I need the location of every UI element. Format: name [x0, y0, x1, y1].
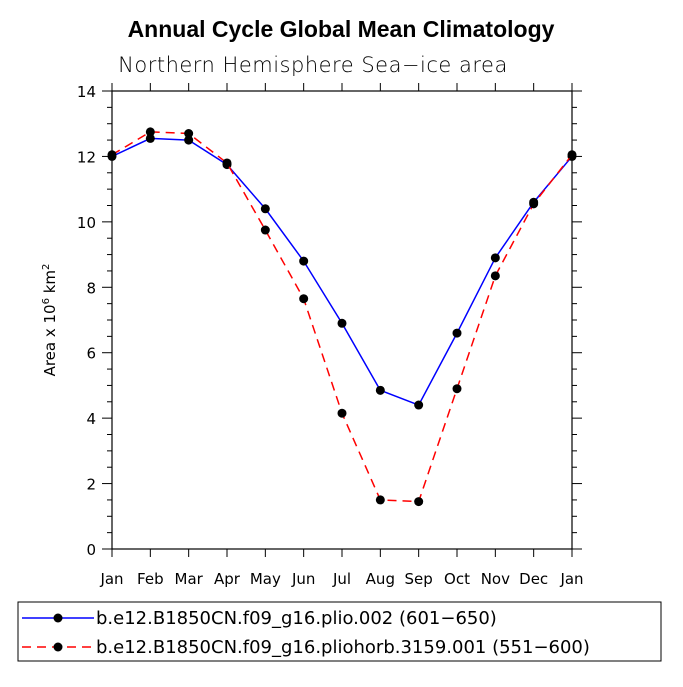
series-2-point	[452, 384, 462, 394]
series-2-point	[107, 150, 117, 160]
series-1-point	[145, 133, 155, 143]
y-axis-label: Area x 106 km2	[41, 264, 59, 377]
x-tick-label: Jul	[332, 570, 351, 588]
x-tick-label: Sep	[405, 570, 433, 588]
series-2-point	[414, 497, 424, 507]
x-tick-label: Mar	[175, 570, 204, 588]
series-2-point	[529, 199, 539, 209]
series-1-point	[414, 400, 424, 410]
series-2-point	[260, 225, 270, 235]
series-2-point	[145, 127, 155, 137]
legend-marker-1	[53, 613, 63, 623]
legend-marker-2	[53, 642, 63, 652]
series-layer	[107, 127, 577, 507]
series-2-point	[222, 158, 232, 168]
series-2-point	[490, 271, 500, 281]
legend-label-1: b.e12.B1850CN.f09_g16.plio.002 (601−650)	[96, 608, 497, 629]
series-2-point	[567, 150, 577, 160]
series-1-point	[490, 253, 500, 263]
y-axis-label-unit: km	[41, 270, 59, 298]
y-tick-label: 0	[86, 541, 96, 559]
legend-box	[17, 601, 662, 662]
x-tick-label: Oct	[444, 570, 470, 588]
series-2-point	[337, 408, 347, 418]
x-tick-label: Jan	[99, 570, 123, 588]
y-tick-label: 10	[77, 214, 96, 232]
y-axis-label-unit-exponent: 2	[41, 264, 52, 270]
legend-label-2: b.e12.B1850CN.f09_g16.pliohorb.3159.001 …	[96, 637, 590, 658]
y-tick-label: 4	[86, 410, 96, 428]
chart-subtitle: Northern Hemisphere Sea−ice area	[118, 53, 508, 77]
x-tick-label: Feb	[137, 570, 164, 588]
x-tick-label: Nov	[481, 570, 510, 588]
y-tick-label: 6	[86, 345, 96, 363]
svg-text:Area x 106 km2: Area x 106 km2	[41, 264, 59, 377]
series-1-point	[299, 256, 309, 266]
series-line-2	[111, 131, 573, 503]
series-1-point	[260, 204, 270, 214]
y-axis-label-prefix: Area x 10	[41, 304, 59, 376]
series-2-point	[375, 495, 385, 505]
y-tick-label: 8	[86, 279, 96, 297]
x-tick-label: May	[250, 570, 281, 588]
series-line-1	[111, 137, 573, 406]
x-tick-label: Apr	[214, 570, 241, 588]
x-tick-label: Jun	[291, 570, 315, 588]
y-tick-label: 12	[77, 148, 96, 166]
series-2-point	[299, 294, 309, 304]
x-tick-label: Aug	[366, 570, 395, 588]
legend: b.e12.B1850CN.f09_g16.plio.002 (601−650)…	[22, 608, 590, 658]
y-tick-label: 2	[86, 476, 96, 494]
chart-title: Annual Cycle Global Mean Climatology	[128, 16, 555, 42]
y-axis-label-exponent: 6	[41, 298, 52, 304]
series-1-point	[375, 385, 385, 395]
axis-ticks: Jan Feb Mar Apr May Jun Jul Aug Sep Oct Nov Dec Jan0…	[77, 83, 584, 588]
y-tick-label: 14	[77, 83, 96, 101]
series-2-point	[184, 129, 194, 139]
series-1-point	[337, 318, 347, 328]
x-tick-label: Jan	[559, 570, 583, 588]
series-1-point	[184, 135, 194, 145]
x-tick-label: Dec	[519, 570, 548, 588]
series-1-point	[452, 328, 462, 338]
